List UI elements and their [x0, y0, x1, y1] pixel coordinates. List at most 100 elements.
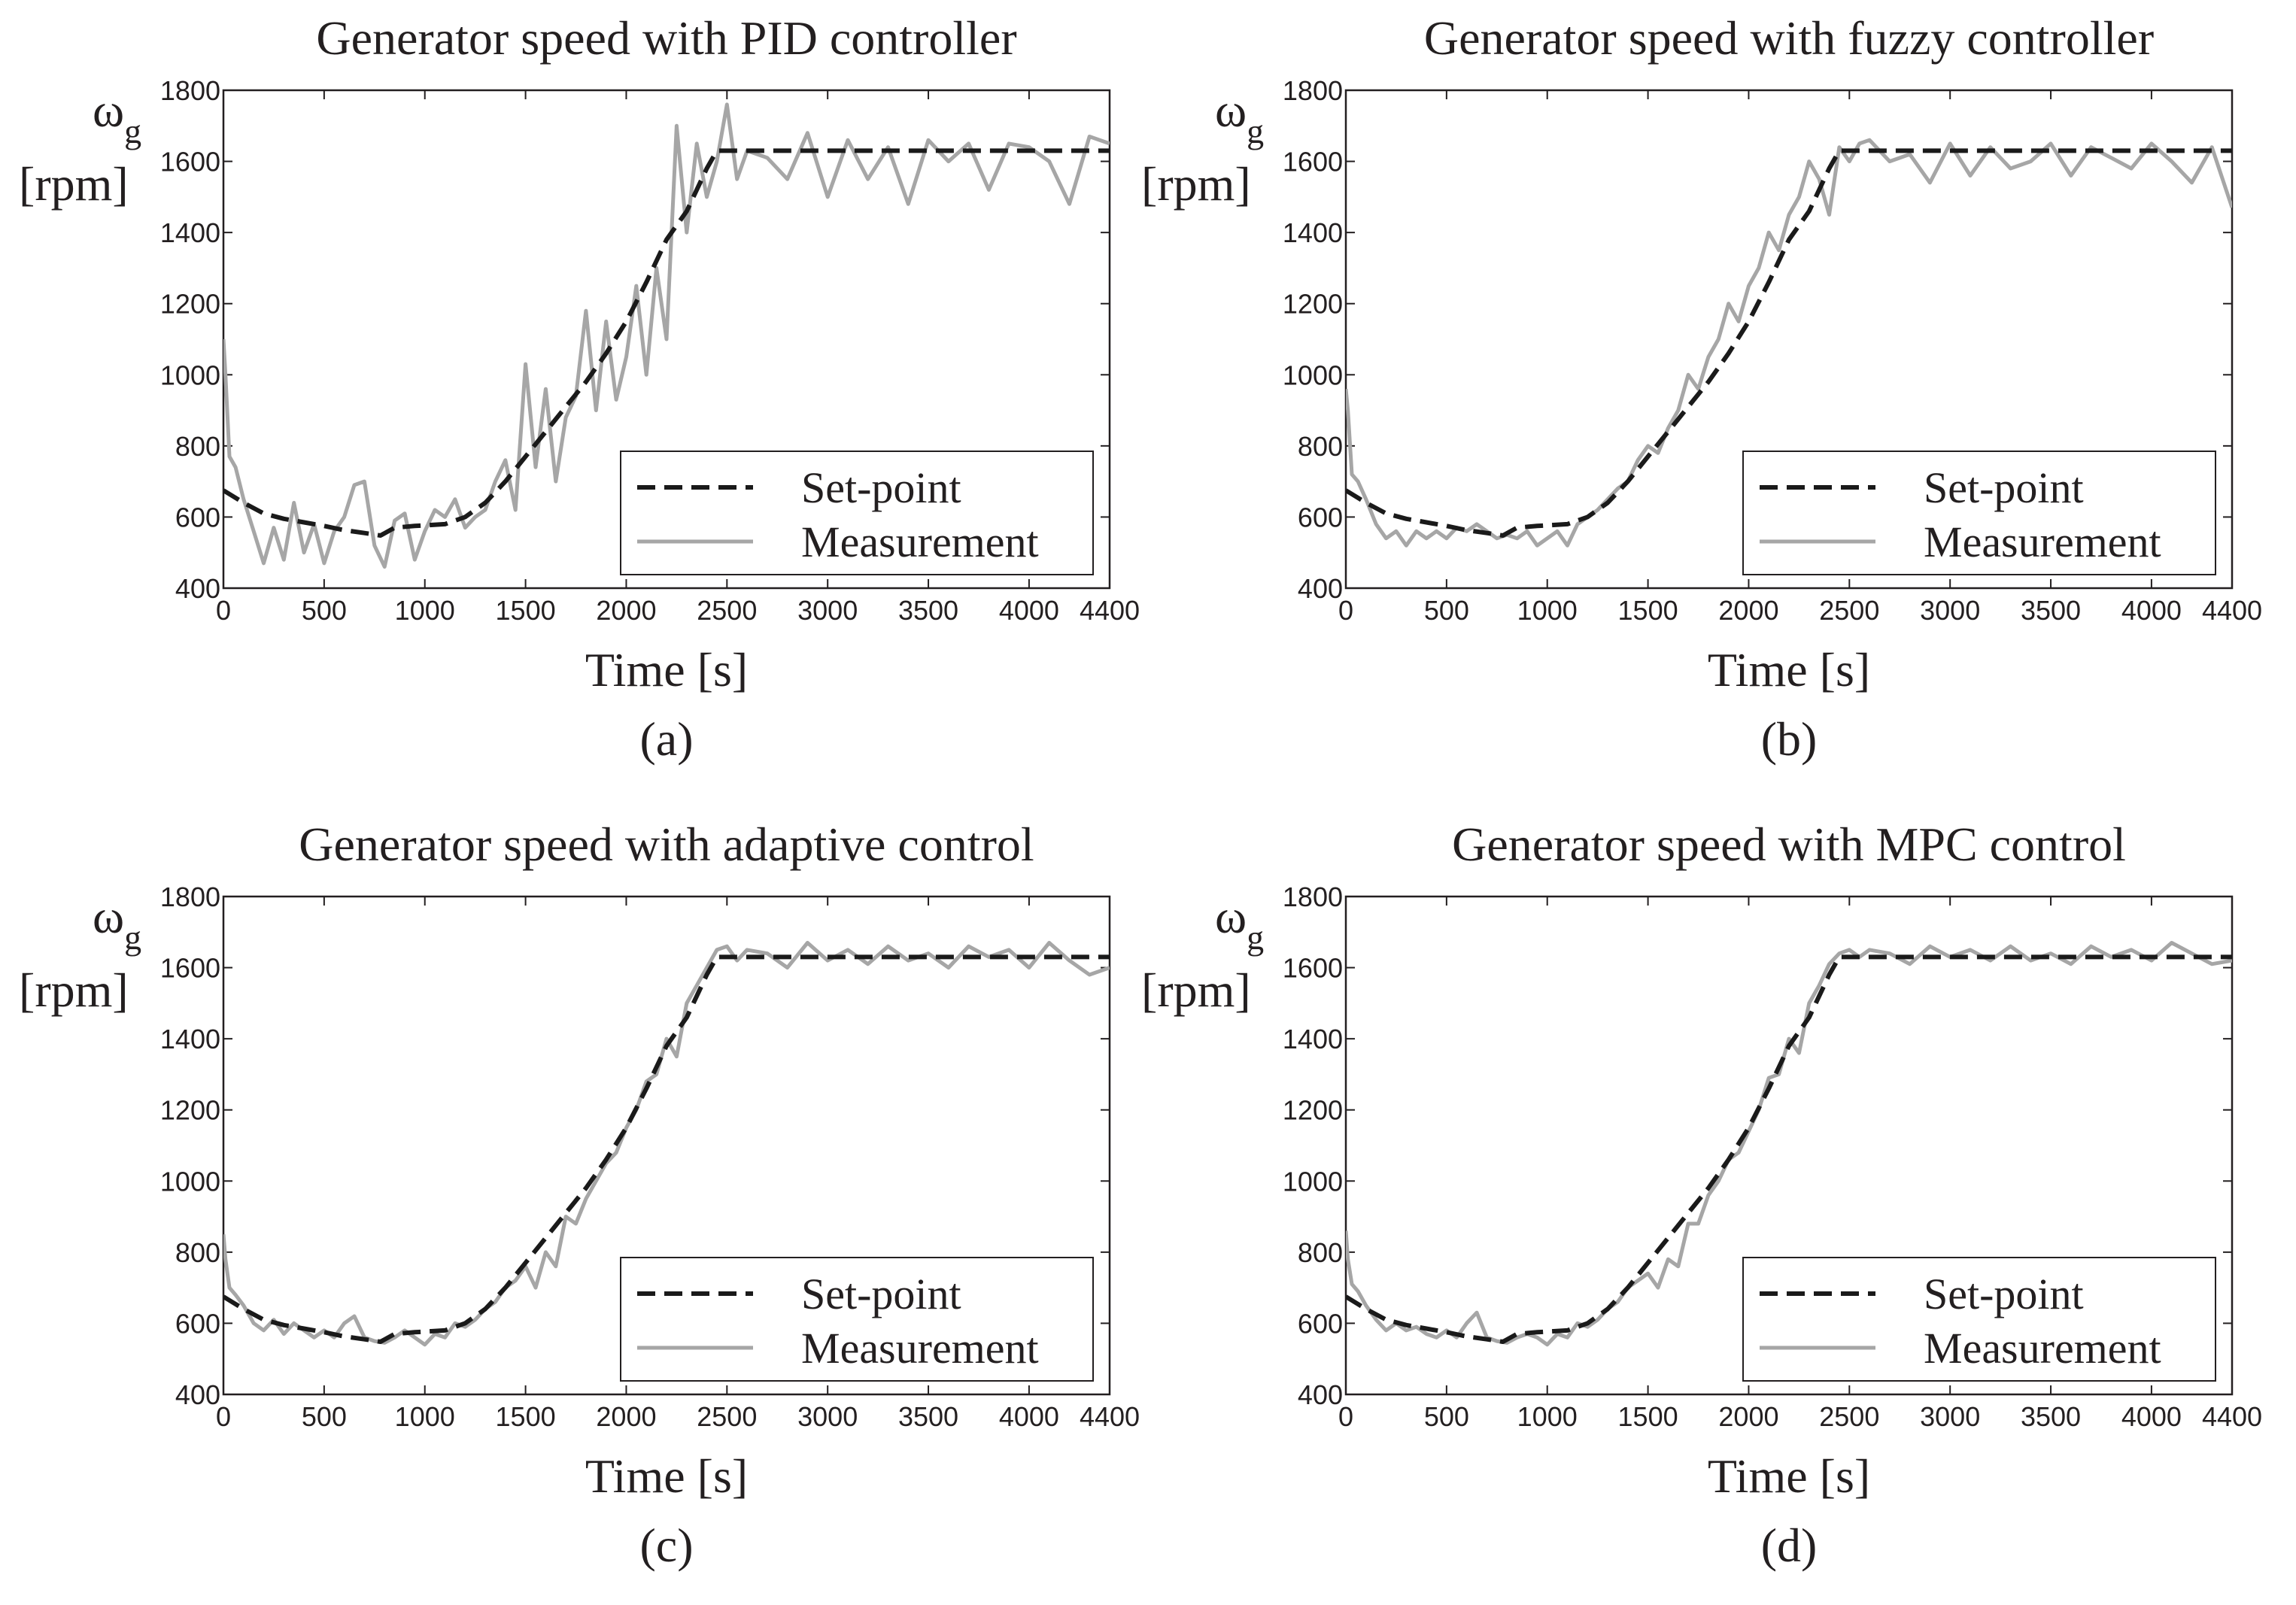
x-tick-label: 4400	[1080, 1401, 1140, 1432]
x-axis-label: Time [s]	[585, 1449, 748, 1503]
y-axis-symbol: ωg	[1215, 890, 1264, 957]
y-axis-unit: [rpm]	[1141, 963, 1251, 1017]
y-tick-label: 400	[175, 1379, 220, 1410]
x-tick-label: 1500	[496, 1401, 556, 1432]
x-tick-label: 1000	[395, 595, 455, 626]
y-tick-label: 1200	[1283, 1095, 1343, 1126]
y-tick-label: 1400	[160, 217, 220, 248]
chart-panel-c: Generator speed with adaptive control 0 50…	[19, 818, 1140, 1572]
x-tick-label: 3500	[2021, 595, 2081, 626]
y-tick-label: 600	[175, 502, 220, 532]
series-measurement-line	[223, 941, 1110, 1347]
legend-setpoint-label: Set-point	[1924, 463, 2084, 512]
legend-setpoint-label: Set-point	[801, 463, 961, 512]
panel-caption: (c)	[639, 1519, 693, 1572]
legend-setpoint-label: Set-point	[801, 1270, 961, 1318]
y-tick-label: 1400	[1283, 217, 1343, 248]
y-tick-label: 1600	[1283, 147, 1343, 177]
x-tick-label: 0	[1338, 595, 1353, 626]
y-tick-label: 800	[175, 1237, 220, 1268]
y-tick-label: 1200	[1283, 289, 1343, 320]
y-tick-label: 400	[1298, 573, 1343, 604]
x-tick-label: 4000	[999, 1401, 1059, 1432]
series-setpoint-line	[1346, 954, 2232, 1344]
chart-title: Generator speed with MPC control	[1452, 818, 2126, 871]
x-tick-label: 2500	[1819, 1401, 1879, 1432]
y-tick-label: 1000	[160, 360, 220, 390]
chart-title: Generator speed with adaptive control	[299, 818, 1034, 871]
series-measurement-line	[1346, 941, 2232, 1347]
x-tick-label: 1000	[1517, 1401, 1578, 1432]
chart-panel-b: Generator speed with fuzzy controller 0 50…	[1141, 11, 2262, 766]
y-tick-label: 1400	[160, 1024, 220, 1054]
y-tick-label: 600	[1298, 1308, 1343, 1339]
x-tick-label: 500	[302, 1401, 347, 1432]
y-tick-label: 1400	[1283, 1024, 1343, 1054]
x-tick-label: 3000	[797, 595, 858, 626]
y-axis-subscript: g	[124, 918, 141, 957]
legend-measurement-label: Measurement	[1924, 1324, 2161, 1373]
x-tick-label: 500	[302, 595, 347, 626]
y-tick-label: 400	[1298, 1379, 1343, 1410]
chart-panel-d: Generator speed with MPC control 0 500 1000…	[1141, 818, 2262, 1572]
x-tick-label: 500	[1424, 1401, 1469, 1432]
y-tick-label: 1800	[1283, 75, 1343, 106]
y-tick-label: 1600	[1283, 953, 1343, 984]
x-tick-label: 1500	[1618, 1401, 1678, 1432]
x-tick-label: 3000	[1920, 1401, 1980, 1432]
y-tick-label: 1600	[160, 953, 220, 984]
y-tick-label: 1000	[1283, 1166, 1343, 1197]
x-tick-label: 1000	[1517, 595, 1578, 626]
y-tick-label: 1800	[1283, 881, 1343, 912]
legend-box	[1742, 451, 2216, 575]
series-setpoint-line	[1346, 148, 2232, 538]
chart-title: Generator speed with PID controller	[316, 11, 1016, 65]
y-axis-subscript: g	[124, 112, 141, 150]
x-tick-label: 4000	[2121, 595, 2182, 626]
x-tick-label: 1500	[1618, 595, 1678, 626]
legend-measurement-label: Measurement	[801, 517, 1039, 566]
series-measurement-line	[1346, 138, 2232, 548]
y-tick-label: 1800	[160, 75, 220, 106]
x-axis-label: Time [s]	[585, 643, 748, 696]
series-setpoint-line	[223, 148, 1110, 538]
legend-measurement-label: Measurement	[801, 1324, 1039, 1373]
chart-title: Generator speed with fuzzy controller	[1424, 11, 2154, 65]
x-tick-label: 1000	[395, 1401, 455, 1432]
y-tick-label: 600	[1298, 502, 1343, 532]
x-tick-label: 2000	[596, 1401, 656, 1432]
y-tick-label: 800	[1298, 1237, 1343, 1268]
y-axis-symbol: ωg	[93, 83, 141, 150]
series-measurement-line	[223, 102, 1110, 569]
chart-panel-a: Generator speed with PID controller 0 500 1…	[19, 11, 1140, 766]
y-tick-label: 800	[1298, 431, 1343, 462]
x-tick-label: 4000	[2121, 1401, 2182, 1432]
legend-box	[620, 451, 1094, 575]
y-axis-unit: [rpm]	[1141, 157, 1251, 211]
y-axis-unit: [rpm]	[19, 963, 129, 1017]
y-axis-subscript: g	[1247, 112, 1264, 150]
x-tick-label: 2000	[1718, 1401, 1778, 1432]
x-tick-label: 3000	[1920, 595, 1980, 626]
legend-measurement-label: Measurement	[1924, 517, 2161, 566]
y-tick-label: 600	[175, 1308, 220, 1339]
legend-box	[1742, 1257, 2216, 1382]
y-tick-label: 1000	[160, 1166, 220, 1197]
x-tick-label: 0	[216, 1401, 231, 1432]
x-tick-label: 2000	[596, 595, 656, 626]
x-tick-label: 2000	[1718, 595, 1778, 626]
x-tick-label: 2500	[697, 1401, 757, 1432]
y-tick-label: 800	[175, 431, 220, 462]
x-axis-label: Time [s]	[1708, 643, 1870, 696]
x-tick-label: 500	[1424, 595, 1469, 626]
legend-setpoint-label: Set-point	[1924, 1270, 2084, 1318]
panel-caption: (d)	[1761, 1519, 1818, 1572]
x-tick-label: 3500	[2021, 1401, 2081, 1432]
x-tick-label: 3000	[797, 1401, 858, 1432]
y-tick-label: 1000	[1283, 360, 1343, 390]
y-tick-label: 400	[175, 573, 220, 604]
x-tick-label: 4000	[999, 595, 1059, 626]
y-axis-unit: [rpm]	[19, 157, 129, 211]
x-tick-label: 3500	[898, 595, 958, 626]
panel-caption: (b)	[1761, 712, 1818, 766]
